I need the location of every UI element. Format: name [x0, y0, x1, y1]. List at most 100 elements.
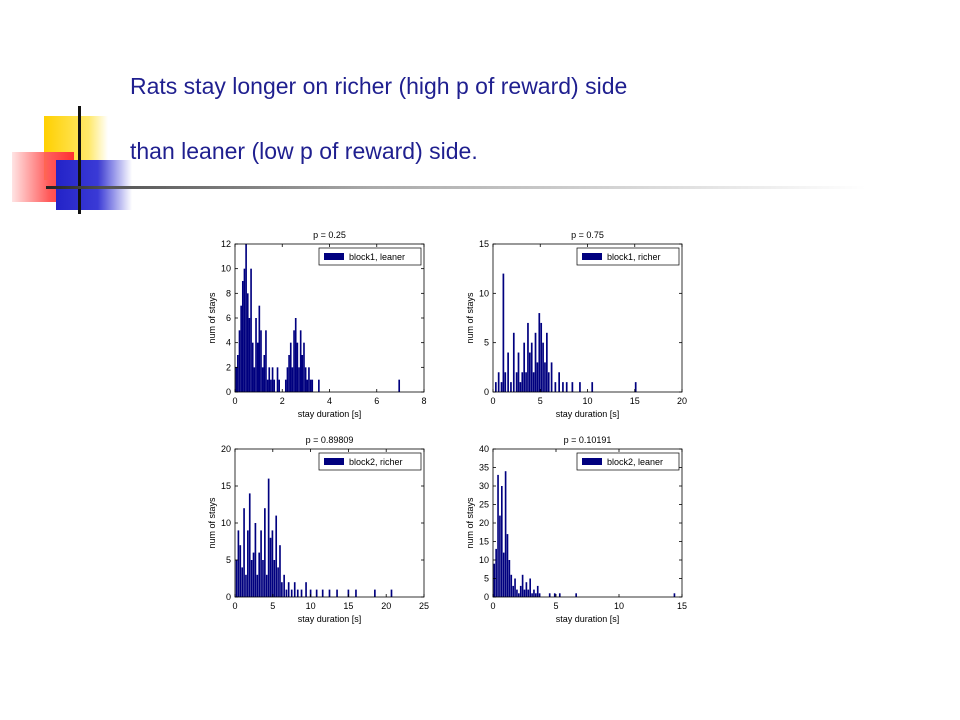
chart-1-bar — [268, 367, 271, 392]
chart-2-bar — [500, 382, 503, 392]
chart-3: 0 5 10 15 20 25 0 5 10 15 20 p = 0.89809 stay durati… — [207, 435, 429, 624]
chart-1-bar — [288, 355, 290, 392]
chart-4-bar — [525, 582, 528, 597]
chart-1-x-tick-label: 2 — [280, 396, 285, 406]
chart-1-bar — [265, 330, 267, 392]
chart-4-legend-box — [576, 452, 680, 471]
chart-1-bar — [255, 318, 257, 392]
chart-1-bar — [308, 367, 310, 392]
chart-1: 0 2 4 6 8 0 2 4 6 8 10 12 p = 0.25 stay duration [s] n… — [207, 230, 427, 419]
chart-1-bar — [253, 367, 256, 392]
chart-1-bar — [318, 379, 320, 392]
chart-2-x-tick-label: 5 — [538, 396, 543, 406]
chart-1-x-tick-label: 0 — [232, 396, 237, 406]
chart-1-legend-label: block1, leaner — [349, 252, 405, 262]
chart-1-bar — [270, 379, 272, 392]
chart-4-bar — [495, 548, 497, 597]
chart-4-bar — [508, 560, 511, 597]
chart-2-bar — [591, 382, 594, 392]
chart-1-bar — [250, 268, 252, 392]
chart-3-bar — [265, 574, 268, 597]
chart-1-x-tick-label: 8 — [421, 396, 426, 406]
chart-1-bar — [294, 318, 297, 392]
chart-1-bar — [309, 379, 312, 392]
chart-1-y-tick-label: 4 — [226, 338, 231, 348]
chart-3-bar — [267, 478, 270, 597]
chart-3-bar — [269, 537, 272, 597]
chart-3-y-tick-label: 20 — [221, 444, 231, 454]
chart-2-bar — [571, 382, 574, 392]
chart-3-bar — [258, 552, 261, 597]
chart-3-legend-box — [318, 452, 422, 471]
chart-3-bar — [309, 589, 312, 597]
decor-blue-square — [56, 160, 132, 210]
chart-4-bar — [493, 563, 496, 597]
chart-1-x-axis-label: stay duration [s] — [298, 409, 362, 419]
chart-4-bar — [512, 585, 514, 597]
chart-2-bar — [565, 382, 568, 392]
chart-2-x-tick-label: 10 — [582, 396, 592, 406]
chart-4-plot-frame — [492, 448, 683, 598]
chart-3-y-tick-label: 10 — [221, 518, 231, 528]
chart-2-y-axis-label: num of stays — [465, 292, 475, 344]
chart-3-y-tick-label: 0 — [226, 592, 231, 602]
chart-1-legend-box — [318, 247, 422, 266]
chart-1-bar — [260, 330, 262, 392]
chart-3-bar — [321, 589, 324, 597]
chart-2-x-axis-label: stay duration [s] — [556, 409, 620, 419]
chart-3-bar — [355, 589, 357, 597]
chart-3-bar — [250, 560, 253, 597]
chart-1-y-tick-label: 6 — [226, 313, 231, 323]
chart-1-bar — [296, 342, 299, 392]
chart-3-bar — [336, 589, 338, 597]
chart-2-bar — [529, 352, 531, 392]
chart-1-bar — [306, 379, 309, 392]
chart-2-bar — [517, 352, 520, 392]
chart-1-bar — [256, 342, 259, 392]
chart-1-bar — [278, 379, 280, 392]
slide-title-line-1: Rats stay longer on richer (high p of re… — [130, 73, 628, 99]
chart-1-bar — [271, 367, 274, 392]
chart-3-bar — [254, 523, 257, 597]
chart-2-plot-frame — [492, 243, 683, 393]
chart-1-y-tick-label: 8 — [226, 288, 231, 298]
chart-3-x-tick-label: 0 — [232, 601, 237, 611]
chart-4-x-tick-label: 10 — [614, 601, 624, 611]
chart-4-y-tick-label: 5 — [484, 574, 489, 584]
chart-3-bar — [245, 574, 247, 597]
chart-3-bar — [296, 589, 299, 597]
chart-3-y-axis-label: num of stays — [207, 497, 217, 549]
chart-1-y-tick-label: 0 — [226, 387, 231, 397]
chart-1-legend-swatch — [324, 253, 344, 260]
chart-4-bar — [502, 552, 505, 597]
chart-2-bar — [579, 382, 581, 392]
chart-2-bar — [536, 362, 539, 392]
chart-2-y-tick-label: 5 — [484, 338, 489, 348]
chart-3-title: p = 0.89809 — [306, 435, 354, 445]
chart-3-bar — [271, 530, 274, 597]
chart-1-bar — [303, 342, 305, 392]
chart-2-bar — [507, 352, 509, 392]
chart-3-bar — [256, 574, 259, 597]
chart-2-legend-swatch — [582, 253, 602, 260]
chart-4-x-axis-label: stay duration [s] — [556, 614, 620, 624]
chart-1-title: p = 0.25 — [313, 230, 346, 240]
chart-3-bar — [390, 589, 393, 597]
chart-2-y-tick-label: 0 — [484, 387, 489, 397]
chart-4-bar — [548, 593, 551, 597]
chart-4-x-tick-label: 5 — [553, 601, 558, 611]
chart-2-bar — [494, 382, 497, 392]
slide-title-line-2: than leaner (low p of reward) side. — [130, 138, 478, 164]
chart-1-bar — [240, 305, 242, 392]
chart-1-bar — [293, 330, 295, 392]
chart-3-legend-label: block2, richer — [349, 457, 403, 467]
chart-4-y-tick-label: 0 — [484, 592, 489, 602]
chart-2-bar — [510, 382, 512, 392]
chart-2-bar — [546, 332, 548, 392]
chart-4-y-axis-label: num of stays — [465, 497, 475, 549]
chart-2-bar — [558, 372, 560, 392]
chart-3-bar — [248, 493, 251, 597]
chart-4-y-tick-label: 20 — [479, 518, 489, 528]
chart-3-x-axis-label: stay duration [s] — [298, 614, 362, 624]
